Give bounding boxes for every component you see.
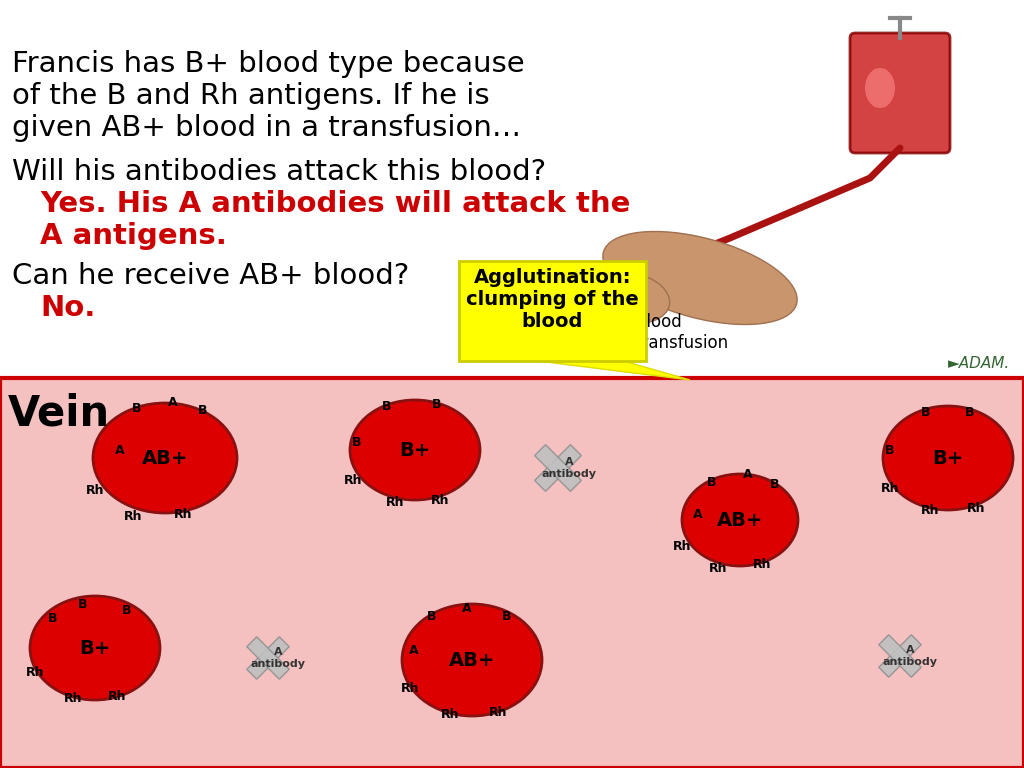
- Text: A: A: [168, 396, 178, 409]
- Ellipse shape: [603, 231, 797, 325]
- Text: B: B: [886, 443, 895, 456]
- Ellipse shape: [591, 273, 670, 323]
- Text: Rh: Rh: [881, 482, 899, 495]
- Polygon shape: [247, 637, 289, 679]
- Text: Rh: Rh: [753, 558, 771, 571]
- Polygon shape: [247, 637, 289, 679]
- Text: B: B: [122, 604, 132, 617]
- FancyBboxPatch shape: [850, 33, 950, 153]
- Text: B: B: [199, 403, 208, 416]
- Text: B: B: [708, 475, 717, 488]
- Text: Can he receive AB+ blood?: Can he receive AB+ blood?: [12, 262, 410, 290]
- Polygon shape: [530, 360, 690, 380]
- Text: Vein: Vein: [8, 393, 111, 435]
- Text: A: A: [693, 508, 702, 521]
- Text: A: A: [462, 601, 472, 614]
- Ellipse shape: [402, 604, 542, 716]
- Text: Rh: Rh: [86, 484, 104, 496]
- Text: Rh: Rh: [344, 474, 362, 486]
- Text: Rh: Rh: [108, 690, 126, 703]
- Text: A
antibody: A antibody: [542, 457, 597, 478]
- Ellipse shape: [93, 403, 237, 513]
- Text: B+: B+: [399, 441, 431, 459]
- Bar: [0, 378, 1024, 768]
- Text: Yes. His A antibodies will attack the: Yes. His A antibodies will attack the: [40, 190, 631, 218]
- Text: of the B and Rh antigens. If he is: of the B and Rh antigens. If he is: [12, 82, 489, 110]
- Text: Blood
transfusion: Blood transfusion: [635, 313, 728, 352]
- Text: AB+: AB+: [717, 511, 763, 529]
- Polygon shape: [879, 635, 922, 677]
- Text: ►ADAM.: ►ADAM.: [948, 356, 1010, 371]
- Text: Rh: Rh: [709, 561, 727, 574]
- Polygon shape: [535, 445, 582, 492]
- FancyBboxPatch shape: [459, 261, 646, 361]
- Text: Rh: Rh: [488, 706, 507, 719]
- Bar: [0, 0, 1024, 378]
- Text: B: B: [502, 610, 512, 623]
- Text: Francis has B+ blood type because: Francis has B+ blood type because: [12, 50, 524, 78]
- Text: Rh: Rh: [967, 502, 985, 515]
- Text: Rh: Rh: [63, 691, 82, 704]
- Text: AB+: AB+: [449, 650, 496, 670]
- Text: B: B: [132, 402, 141, 415]
- Text: Rh: Rh: [921, 504, 939, 517]
- Text: Rh: Rh: [673, 539, 691, 552]
- Text: A: A: [115, 443, 125, 456]
- Text: No.: No.: [40, 294, 95, 322]
- Text: A: A: [743, 468, 753, 482]
- Text: B+: B+: [933, 449, 964, 468]
- Text: B: B: [427, 610, 437, 623]
- Text: Rh: Rh: [174, 508, 193, 521]
- Ellipse shape: [883, 406, 1013, 510]
- Text: A: A: [410, 644, 419, 657]
- Text: Rh: Rh: [440, 707, 459, 720]
- Text: B: B: [770, 478, 779, 492]
- Text: Rh: Rh: [26, 666, 44, 678]
- Text: B+: B+: [80, 638, 111, 657]
- Text: Will his antibodies attack this blood?: Will his antibodies attack this blood?: [12, 158, 546, 186]
- Text: B: B: [352, 435, 361, 449]
- Ellipse shape: [682, 474, 798, 566]
- Text: B: B: [966, 406, 975, 419]
- Text: B: B: [78, 598, 88, 611]
- Text: B: B: [382, 399, 392, 412]
- Text: AB+: AB+: [141, 449, 188, 468]
- Text: Rh: Rh: [400, 681, 419, 694]
- Text: B: B: [432, 398, 441, 411]
- Text: A
antibody: A antibody: [251, 647, 305, 669]
- Text: given AB+ blood in a transfusion…: given AB+ blood in a transfusion…: [12, 114, 521, 142]
- Polygon shape: [879, 635, 922, 677]
- Ellipse shape: [30, 596, 160, 700]
- Text: Rh: Rh: [124, 509, 142, 522]
- Text: A
antibody: A antibody: [883, 645, 938, 667]
- Polygon shape: [535, 445, 582, 492]
- Text: Agglutination:
clumping of the
blood: Agglutination: clumping of the blood: [466, 268, 639, 331]
- Ellipse shape: [350, 400, 480, 500]
- Text: Rh: Rh: [431, 494, 450, 507]
- Text: Rh: Rh: [386, 496, 404, 509]
- Ellipse shape: [865, 68, 895, 108]
- Text: B: B: [922, 406, 931, 419]
- Text: A antigens.: A antigens.: [40, 222, 227, 250]
- Text: B: B: [48, 611, 57, 624]
